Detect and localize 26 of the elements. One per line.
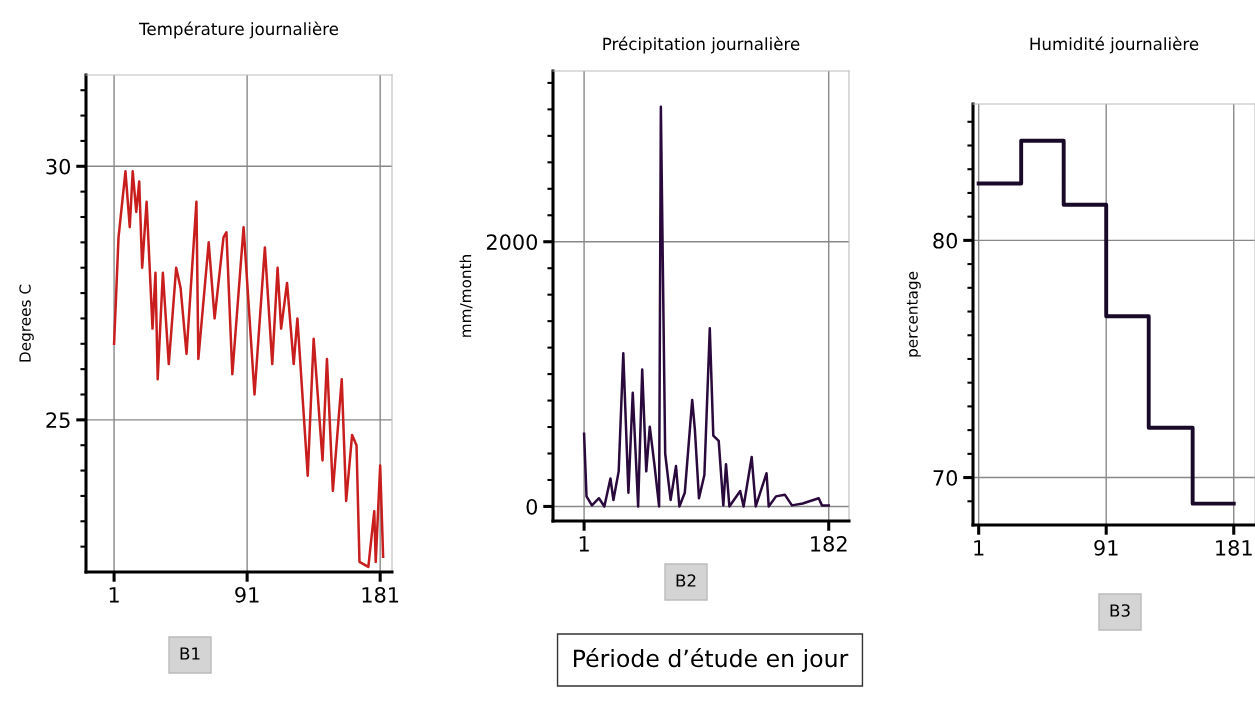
chart-title: Précipitation journalière [603,36,800,54]
text: Période d’étude en jour [574,648,849,672]
y-tick-label: 0 [526,498,538,515]
y-axis-title: Degrees C [19,284,34,362]
text: B1 [180,647,200,660]
y-tick-label: 25 [46,412,70,429]
text: B2 [676,574,696,587]
x-tick-label: 1 [579,536,589,552]
y-tick-label: 30 [46,158,71,175]
x-tick-label: 1 [109,587,119,603]
y-axis-title: percentage [906,271,921,357]
line-series [112,170,385,569]
chart-title: Humidité journalière [1030,36,1199,54]
y-tick-label: 2000 [486,234,538,250]
x-tick-label: 181 [1216,539,1252,556]
x-tick-label: 91 [1094,539,1118,556]
line-series [582,105,830,508]
y-tick-label: 70 [933,470,958,486]
chart-title: Température journalière [139,21,339,39]
x-tick-label: 91 [235,586,259,603]
x-tick-label: 1 [974,540,984,556]
text: B3 [1110,604,1130,617]
y-axis-title: mm/month [459,255,473,337]
y-tick-label: 80 [933,232,958,249]
x-tick-label: 182 [811,535,847,552]
x-tick-label: 181 [362,586,399,603]
